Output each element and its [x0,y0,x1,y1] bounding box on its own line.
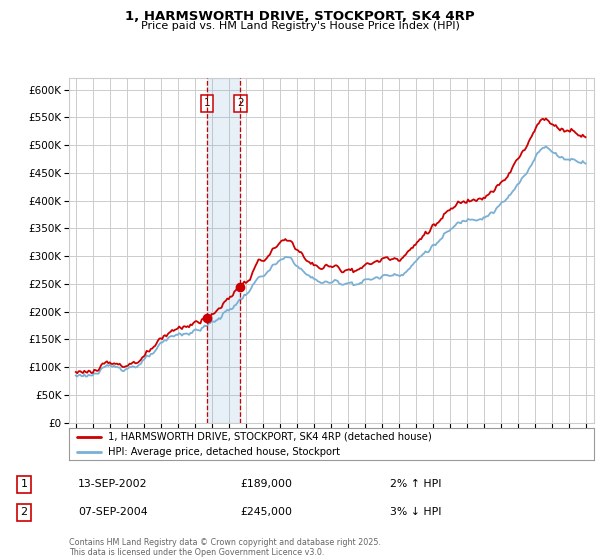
Text: HPI: Average price, detached house, Stockport: HPI: Average price, detached house, Stoc… [109,446,340,456]
Bar [207,78,241,423]
Text: 07-SEP-2004: 07-SEP-2004 [78,507,148,517]
Text: £189,000: £189,000 [240,479,292,489]
Text: Price paid vs. HM Land Registry's House Price Index (HPI): Price paid vs. HM Land Registry's House … [140,21,460,31]
Text: 3% ↓ HPI: 3% ↓ HPI [390,507,442,517]
Text: 13-SEP-2002: 13-SEP-2002 [78,479,148,489]
Text: £245,000: £245,000 [240,507,292,517]
Text: 1: 1 [20,479,28,489]
Text: Contains HM Land Registry data © Crown copyright and database right 2025.
This d: Contains HM Land Registry data © Crown c… [69,538,381,557]
Text: 1, HARMSWORTH DRIVE, STOCKPORT, SK4 4RP (detached house): 1, HARMSWORTH DRIVE, STOCKPORT, SK4 4RP … [109,432,432,442]
Text: 2: 2 [237,99,244,109]
Text: 1: 1 [203,99,210,109]
Text: 1, HARMSWORTH DRIVE, STOCKPORT, SK4 4RP: 1, HARMSWORTH DRIVE, STOCKPORT, SK4 4RP [125,10,475,23]
Text: 2% ↑ HPI: 2% ↑ HPI [390,479,442,489]
Text: 2: 2 [20,507,28,517]
